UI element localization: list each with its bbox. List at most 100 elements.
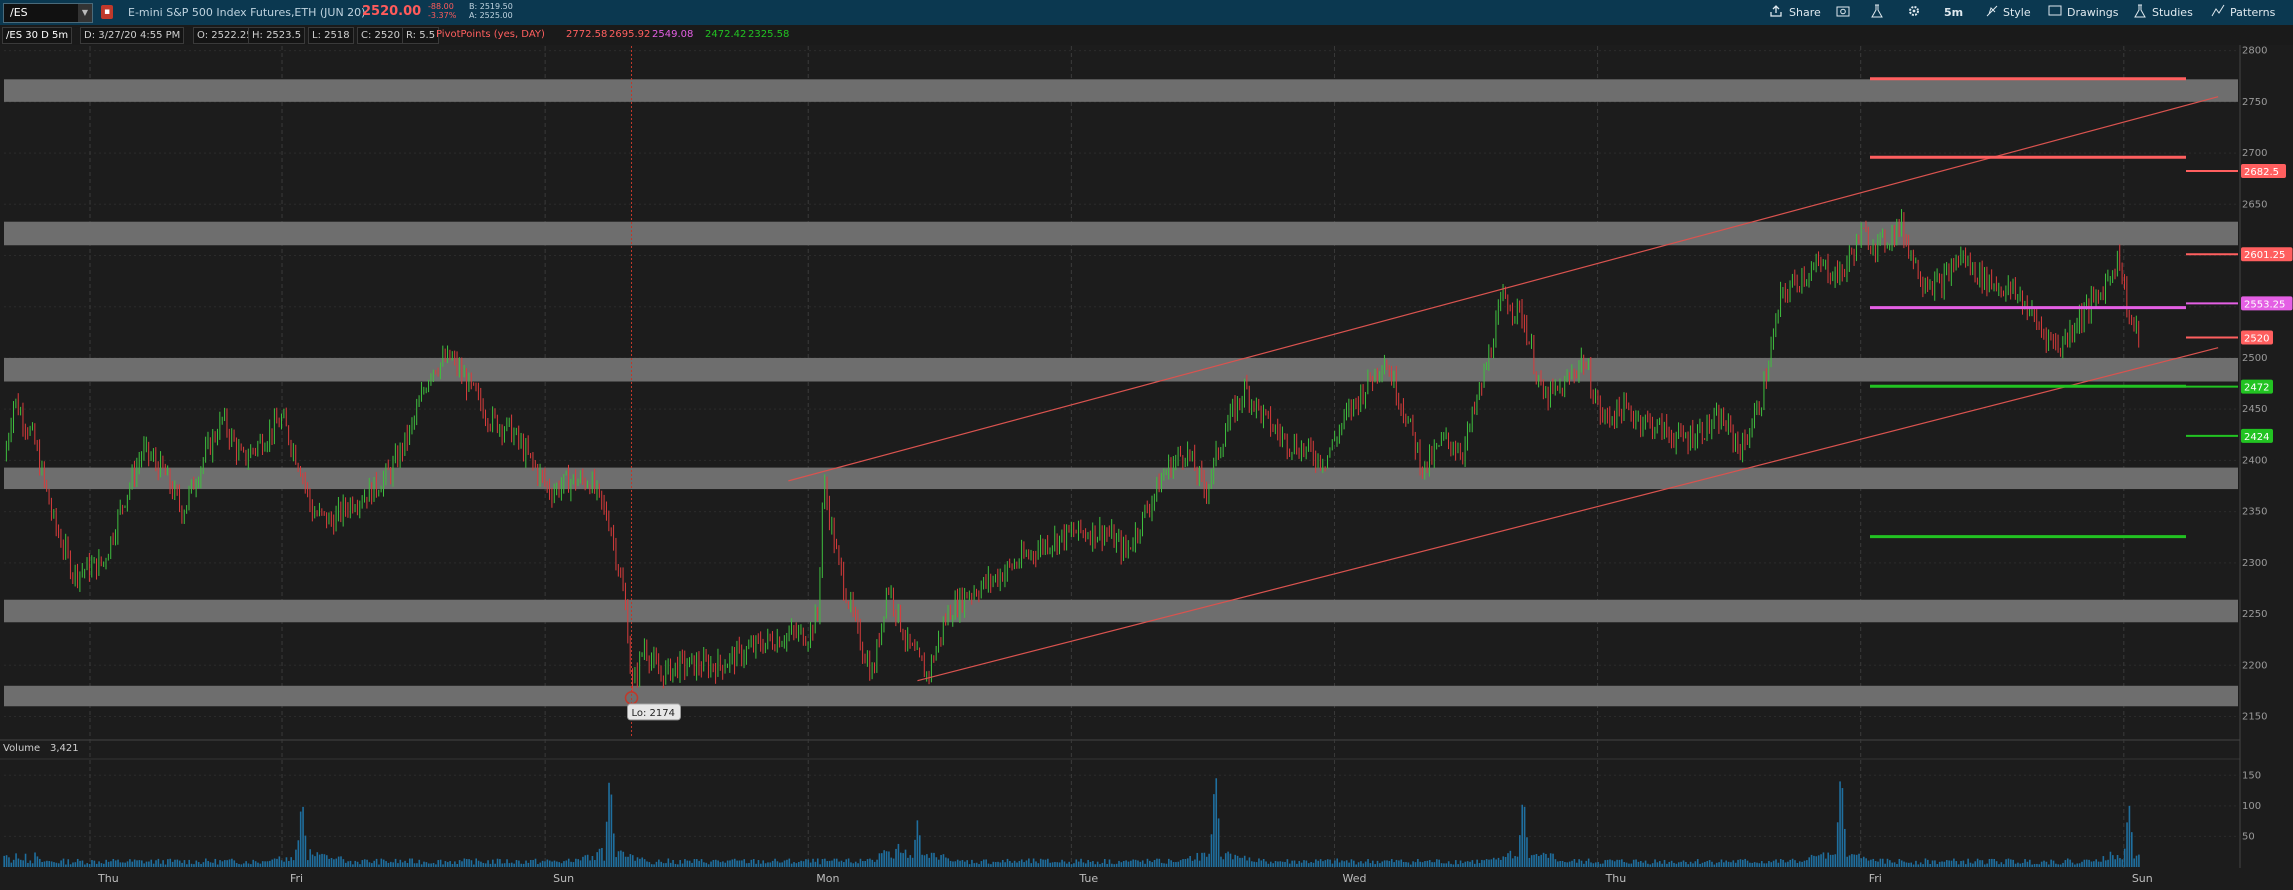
volume-bar — [1742, 859, 1744, 867]
gear-icon[interactable] — [1907, 4, 1921, 18]
volume-bar — [935, 857, 938, 867]
volume-bar — [520, 863, 523, 867]
volume-bar — [691, 862, 693, 867]
timeframe-selector[interactable]: 5m — [1944, 6, 1964, 19]
symbol-text: /ES — [10, 6, 28, 19]
volume-bar — [1044, 859, 1047, 867]
studies-button[interactable]: Studies — [2152, 6, 2193, 19]
patterns-button[interactable]: Patterns — [2230, 6, 2276, 19]
price-tag-label: 2682.5 — [2244, 167, 2279, 178]
volume-bar — [1177, 861, 1180, 867]
volume-bar — [1433, 862, 1436, 867]
volume-bar — [544, 861, 546, 867]
volume-bar — [392, 862, 394, 867]
volume-bar — [923, 855, 926, 867]
flag-icon[interactable]: ▪ — [101, 5, 113, 19]
volume-bar — [86, 863, 89, 867]
volume-bar — [1362, 863, 1365, 867]
volume-bar — [1414, 862, 1417, 867]
volume-bar — [475, 858, 478, 867]
snapshot-icon[interactable] — [1836, 4, 1850, 18]
volume-bar — [994, 862, 997, 867]
volume-bar — [605, 821, 608, 867]
volume-bar — [1578, 859, 1580, 867]
volume-bar — [1673, 862, 1675, 867]
volume-bar — [1018, 861, 1021, 867]
volume-bar — [1035, 861, 1037, 867]
volume-bar — [1170, 860, 1172, 867]
symbol-selector[interactable]: /ES ▼ — [3, 3, 93, 23]
volume-bar — [480, 861, 482, 867]
volume-bar — [971, 859, 973, 867]
volume-bar — [181, 862, 183, 867]
flask-icon[interactable] — [1870, 4, 1884, 18]
volume-bar — [43, 861, 46, 867]
volume-bar — [2062, 862, 2064, 867]
volume-bar — [814, 861, 817, 867]
volume-bar — [74, 862, 77, 867]
volume-bar — [1912, 864, 1915, 867]
y-tick-label: 2450 — [2242, 404, 2267, 415]
volume-bar — [838, 861, 840, 867]
volume-bar — [665, 863, 667, 867]
volume-bar — [648, 862, 651, 867]
volume-bar — [781, 862, 783, 867]
volume-bar — [577, 859, 580, 867]
volume-bar — [57, 863, 60, 867]
drawings-button[interactable]: Drawings — [2067, 6, 2119, 19]
x-tick-label: Sun — [2132, 872, 2153, 885]
volume-bar — [1421, 862, 1424, 867]
volume-bar — [790, 863, 793, 867]
volume-bar — [1194, 859, 1196, 867]
share-icon[interactable] — [1769, 4, 1783, 18]
volume-bar — [186, 864, 188, 867]
style-icon[interactable] — [1985, 4, 1999, 18]
chevron-down-icon[interactable]: ▼ — [78, 4, 92, 22]
volume-bar — [2116, 854, 2119, 867]
x-tick-label: Wed — [1342, 872, 1366, 885]
volume-bar — [2010, 859, 2012, 867]
volume-bar — [1969, 862, 1972, 867]
volume-bar — [933, 852, 935, 867]
volume-bar — [1350, 859, 1353, 867]
volume-bar — [1120, 862, 1123, 867]
volume-bar — [223, 860, 226, 867]
volume-bar — [579, 860, 582, 867]
volume-bar — [178, 860, 181, 867]
volume-bar — [1782, 859, 1784, 867]
bar-low: L: 2518 — [308, 27, 354, 44]
price-tag — [2241, 330, 2273, 345]
volume-bar — [2036, 863, 2038, 867]
studies-icon[interactable] — [2133, 4, 2147, 18]
volume-bar — [290, 857, 293, 867]
volume-bar — [911, 857, 914, 867]
volume-bar — [1813, 855, 1815, 867]
chart-label[interactable]: /ES 30 D 5m — [2, 27, 73, 44]
volume-bar — [1262, 858, 1265, 867]
volume-bar — [755, 863, 757, 867]
volume-bar — [1656, 862, 1659, 867]
volume-bar — [1687, 864, 1690, 867]
volume-tick-label: 50 — [2242, 831, 2255, 842]
volume-bar — [342, 859, 345, 867]
study-name[interactable]: PivotPoints (yes, DAY) — [436, 29, 545, 40]
volume-bar — [850, 862, 852, 867]
patterns-icon[interactable] — [2211, 4, 2225, 18]
volume-bar — [1779, 858, 1782, 867]
volume-bar — [693, 859, 696, 867]
volume-bar — [1037, 863, 1040, 867]
share-button[interactable]: Share — [1789, 6, 1821, 19]
drawings-icon[interactable] — [2048, 4, 2062, 18]
style-button[interactable]: Style — [2003, 6, 2031, 19]
volume-bar — [558, 862, 561, 867]
volume-bar — [1390, 859, 1393, 867]
change-percent: -3.37% — [428, 11, 457, 20]
volume-bar — [871, 859, 874, 867]
volume-bar — [1455, 860, 1457, 867]
volume-bar — [1585, 860, 1588, 867]
volume-bar — [2135, 855, 2138, 867]
volume-bar — [904, 849, 907, 867]
volume-bar — [1625, 862, 1628, 867]
volume-bar — [1092, 861, 1094, 867]
volume-bar — [952, 861, 954, 867]
